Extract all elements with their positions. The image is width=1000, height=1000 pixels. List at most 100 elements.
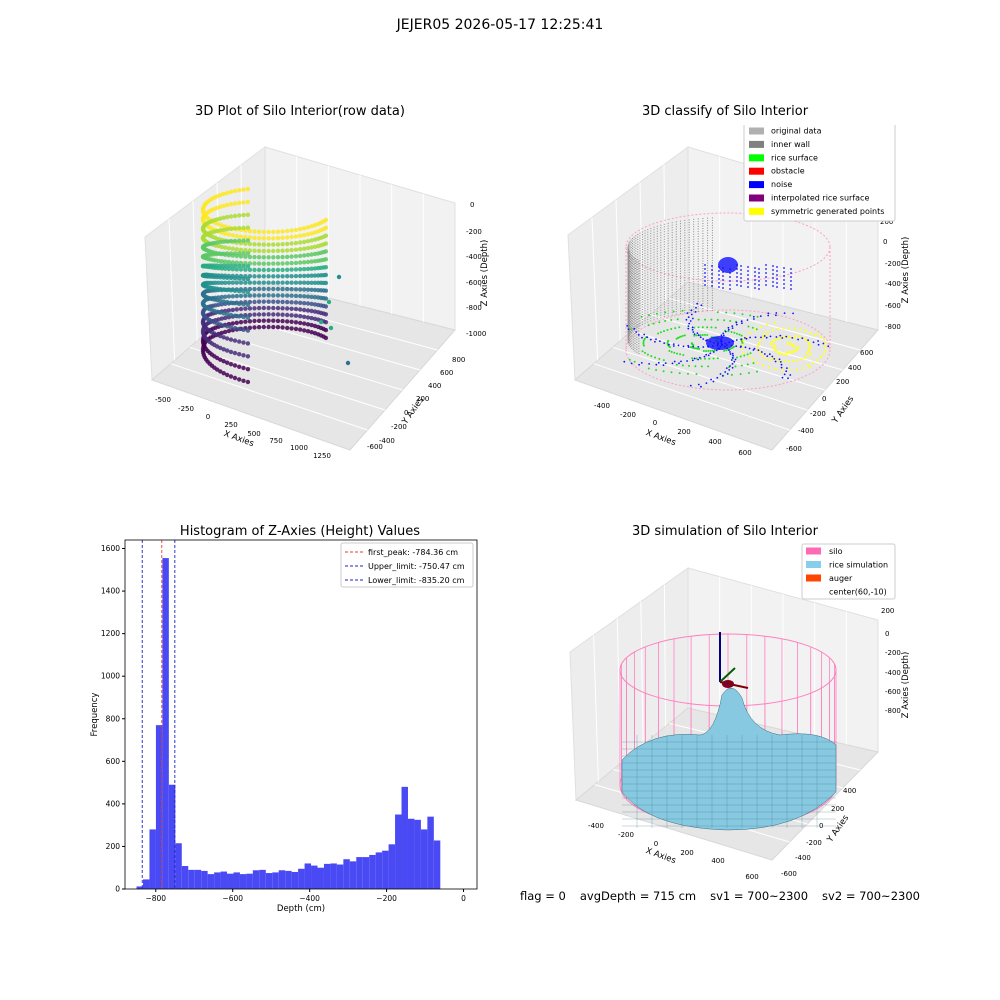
noise-point xyxy=(695,306,697,309)
raw-point xyxy=(302,287,307,292)
classify-plot-title: 3D classify of Silo Interior xyxy=(641,104,809,119)
sim-legend-swatch xyxy=(806,574,821,582)
noise-point xyxy=(773,358,776,360)
raw-point xyxy=(305,294,311,299)
cls-legend-swatch xyxy=(749,181,764,189)
histogram-bar xyxy=(227,873,234,889)
rice-surface-point xyxy=(723,349,726,352)
raw-point xyxy=(243,293,248,298)
raw-point xyxy=(225,263,230,268)
raw-point xyxy=(261,274,266,279)
symmetric-point xyxy=(784,353,788,356)
sim-legend-box xyxy=(801,543,896,600)
raw-point xyxy=(230,260,235,265)
symmetric-point xyxy=(748,331,752,334)
raw-point xyxy=(252,248,257,253)
rice-surface-point xyxy=(672,310,675,313)
raw-point xyxy=(261,293,266,298)
raw-point xyxy=(309,322,314,328)
raw-point xyxy=(218,204,223,209)
cls-x-tick-label: 200 xyxy=(677,428,690,436)
noise-point xyxy=(763,353,766,355)
noise-point xyxy=(744,346,747,349)
raw-point xyxy=(289,234,294,240)
cls-x-tick-label: -200 xyxy=(620,411,636,419)
raw-point xyxy=(226,266,232,272)
noise-point xyxy=(827,345,830,348)
noise-point xyxy=(731,363,734,365)
rice-surface-point xyxy=(701,334,704,336)
avg-depth-text: avgDepth = 715 cm xyxy=(579,889,697,903)
cls-legend-label: noise xyxy=(771,180,792,189)
raw-point xyxy=(280,229,285,234)
raw-point xyxy=(245,289,251,295)
raw-point xyxy=(312,259,318,264)
raw-point xyxy=(245,186,251,192)
raw-point xyxy=(243,267,248,272)
raw-point xyxy=(266,286,271,292)
raw-point xyxy=(280,254,285,260)
raw-point xyxy=(271,229,276,235)
raw-point xyxy=(316,288,321,293)
raw-point xyxy=(245,315,251,320)
raw-point xyxy=(293,313,299,318)
raw-point xyxy=(241,353,246,358)
raw-point xyxy=(223,294,228,299)
rice-surface-point xyxy=(668,349,671,352)
raw-point xyxy=(247,241,253,247)
raw-point xyxy=(221,215,226,220)
noise-point xyxy=(729,365,731,367)
raw-point xyxy=(252,235,257,241)
histogram-bar xyxy=(420,829,428,889)
noise-point xyxy=(765,336,768,339)
sim-y-tick-label: -400 xyxy=(795,854,811,862)
noise-point xyxy=(772,269,774,271)
raw-point xyxy=(309,266,314,271)
rice-surface-point xyxy=(655,369,658,371)
raw-point xyxy=(252,280,257,285)
raw-point xyxy=(232,338,238,343)
noise-point xyxy=(767,314,770,317)
raw-point xyxy=(285,325,290,331)
raw-z-tick-label: -1000 xyxy=(466,330,486,338)
raw-point xyxy=(275,280,281,285)
raw-x-tick-label: 750 xyxy=(269,437,282,445)
rice-surface-point xyxy=(708,357,711,360)
x-tick-label: 0 xyxy=(461,894,466,903)
raw-point xyxy=(298,327,303,332)
raw-point xyxy=(230,246,235,251)
sim-z-tick-label: 0 xyxy=(885,630,889,638)
raw-point xyxy=(298,293,303,299)
raw-point xyxy=(285,248,290,253)
raw-outlier-point xyxy=(345,360,351,366)
symmetric-point xyxy=(782,353,785,356)
raw-point xyxy=(245,199,251,205)
raw-point xyxy=(230,307,235,313)
histogram-bar xyxy=(336,864,344,889)
noise-point xyxy=(776,266,778,268)
symmetric-point xyxy=(742,352,745,355)
raw-point xyxy=(289,313,294,318)
raw-point xyxy=(228,288,234,293)
noise-point xyxy=(686,360,688,362)
raw-3d-plot: -500 -250 0 250 500 750 1000 1250 800 600 400 200 0 -… xyxy=(144,146,490,460)
raw-point xyxy=(266,248,271,254)
noise-point xyxy=(672,343,675,345)
raw-point xyxy=(271,286,276,292)
x-tick-label: −200 xyxy=(376,894,397,903)
raw-point xyxy=(223,231,228,236)
noise-point xyxy=(640,362,643,364)
rice-surface-point xyxy=(642,341,645,344)
raw-point xyxy=(316,295,321,300)
raw-point xyxy=(221,359,226,364)
raw-point xyxy=(221,311,226,316)
raw-point xyxy=(309,245,314,250)
histogram-bar xyxy=(291,871,299,889)
raw-point xyxy=(305,308,311,313)
raw-point xyxy=(252,293,257,298)
sim-auger xyxy=(719,632,749,689)
noise-point xyxy=(722,287,724,289)
raw-point xyxy=(226,294,232,299)
raw-point xyxy=(218,357,223,362)
raw-point xyxy=(228,202,234,207)
